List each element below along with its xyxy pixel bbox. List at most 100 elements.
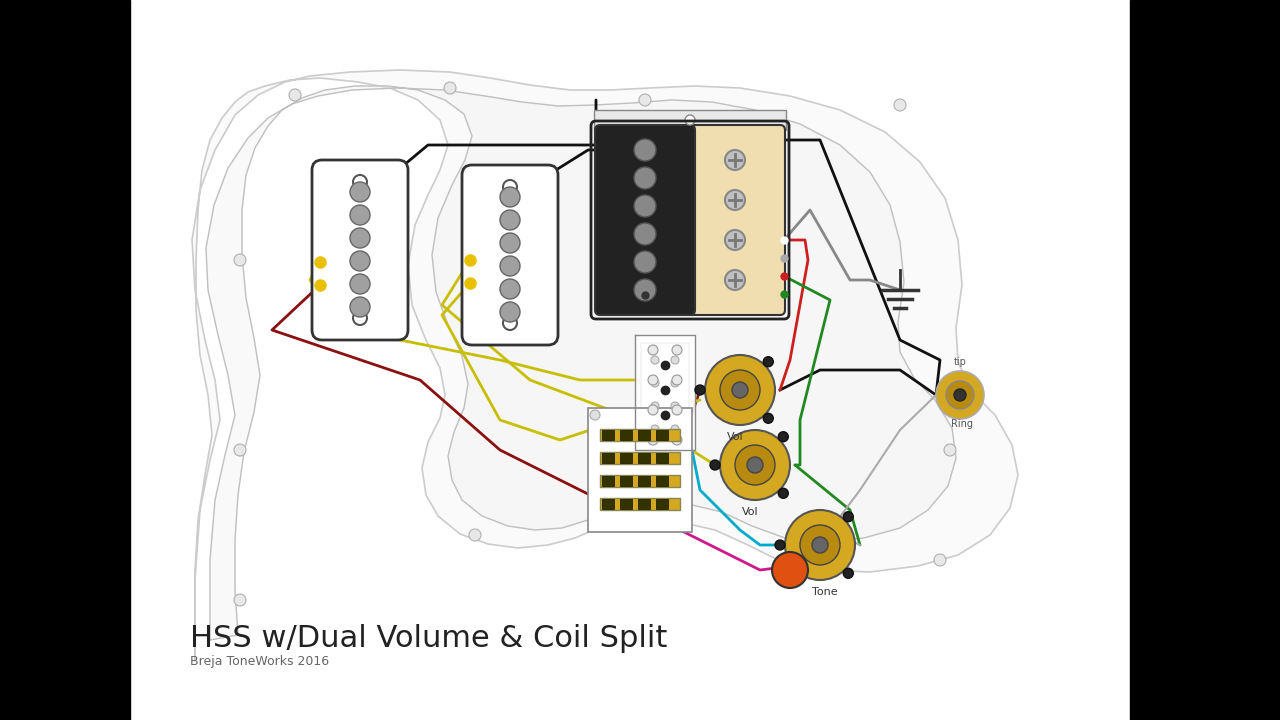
Bar — [600, 498, 680, 510]
Circle shape — [500, 279, 520, 299]
Circle shape — [634, 279, 657, 301]
Circle shape — [590, 410, 600, 420]
Circle shape — [503, 316, 517, 330]
Circle shape — [719, 430, 790, 500]
Circle shape — [946, 381, 974, 409]
Circle shape — [634, 223, 657, 245]
Bar — [657, 499, 668, 509]
FancyBboxPatch shape — [595, 125, 695, 315]
Circle shape — [634, 195, 657, 217]
Circle shape — [671, 379, 678, 387]
Bar — [657, 430, 668, 440]
Bar — [600, 475, 680, 487]
Circle shape — [844, 512, 854, 522]
Bar — [637, 476, 650, 486]
Circle shape — [844, 568, 854, 578]
Circle shape — [500, 233, 520, 253]
Circle shape — [695, 385, 705, 395]
Circle shape — [234, 594, 246, 606]
Circle shape — [503, 180, 517, 194]
Bar — [600, 452, 680, 464]
FancyBboxPatch shape — [641, 343, 689, 447]
Circle shape — [634, 251, 657, 273]
Circle shape — [349, 205, 370, 225]
Circle shape — [710, 460, 719, 470]
Bar — [620, 476, 632, 486]
Circle shape — [724, 150, 745, 170]
Bar — [602, 499, 614, 509]
Circle shape — [648, 345, 658, 355]
Circle shape — [652, 402, 659, 410]
Bar — [602, 430, 614, 440]
Circle shape — [934, 554, 946, 566]
Circle shape — [671, 402, 678, 410]
Circle shape — [634, 139, 657, 161]
Circle shape — [648, 435, 658, 445]
Polygon shape — [635, 335, 695, 450]
Circle shape — [500, 302, 520, 322]
Text: Ring: Ring — [951, 419, 973, 429]
Circle shape — [685, 115, 695, 125]
Circle shape — [936, 371, 984, 419]
Circle shape — [500, 187, 520, 207]
Circle shape — [500, 210, 520, 230]
Circle shape — [772, 552, 808, 588]
Circle shape — [671, 425, 678, 433]
Text: Vol: Vol — [741, 507, 758, 517]
Circle shape — [652, 379, 659, 387]
FancyBboxPatch shape — [312, 160, 408, 340]
Circle shape — [353, 175, 367, 189]
Circle shape — [468, 529, 481, 541]
Circle shape — [724, 270, 745, 290]
Circle shape — [639, 94, 652, 106]
Circle shape — [774, 564, 786, 576]
Circle shape — [444, 82, 456, 94]
Circle shape — [735, 445, 774, 485]
Circle shape — [671, 356, 678, 364]
Circle shape — [778, 432, 788, 441]
Bar — [657, 476, 668, 486]
Circle shape — [945, 444, 956, 456]
Bar — [600, 429, 680, 441]
Bar — [0, 0, 131, 720]
Circle shape — [672, 345, 682, 355]
Circle shape — [652, 356, 659, 364]
Circle shape — [748, 457, 763, 473]
Polygon shape — [206, 86, 956, 640]
Bar — [602, 476, 614, 486]
FancyBboxPatch shape — [685, 125, 785, 315]
Circle shape — [812, 537, 828, 553]
Circle shape — [705, 355, 774, 425]
Circle shape — [778, 488, 788, 498]
Bar — [637, 453, 650, 463]
Circle shape — [349, 297, 370, 317]
Circle shape — [719, 370, 760, 410]
Text: Breja ToneWorks 2016: Breja ToneWorks 2016 — [189, 655, 329, 668]
Circle shape — [774, 540, 785, 550]
Text: tip: tip — [954, 357, 966, 367]
Circle shape — [349, 228, 370, 248]
Circle shape — [724, 230, 745, 250]
Bar — [620, 453, 632, 463]
FancyBboxPatch shape — [588, 408, 692, 532]
Circle shape — [349, 182, 370, 202]
Bar — [657, 453, 668, 463]
Circle shape — [648, 375, 658, 385]
Circle shape — [349, 274, 370, 294]
Circle shape — [652, 425, 659, 433]
FancyBboxPatch shape — [594, 110, 786, 130]
Circle shape — [234, 254, 246, 266]
Bar — [637, 499, 650, 509]
FancyBboxPatch shape — [462, 165, 558, 345]
Bar — [1130, 0, 1280, 720]
Circle shape — [349, 251, 370, 271]
Text: Vol: Vol — [727, 432, 744, 442]
Circle shape — [763, 356, 773, 366]
Circle shape — [954, 389, 966, 401]
Bar — [620, 430, 632, 440]
Bar — [620, 499, 632, 509]
Circle shape — [353, 311, 367, 325]
Circle shape — [763, 413, 773, 423]
Circle shape — [785, 510, 855, 580]
Circle shape — [893, 99, 906, 111]
